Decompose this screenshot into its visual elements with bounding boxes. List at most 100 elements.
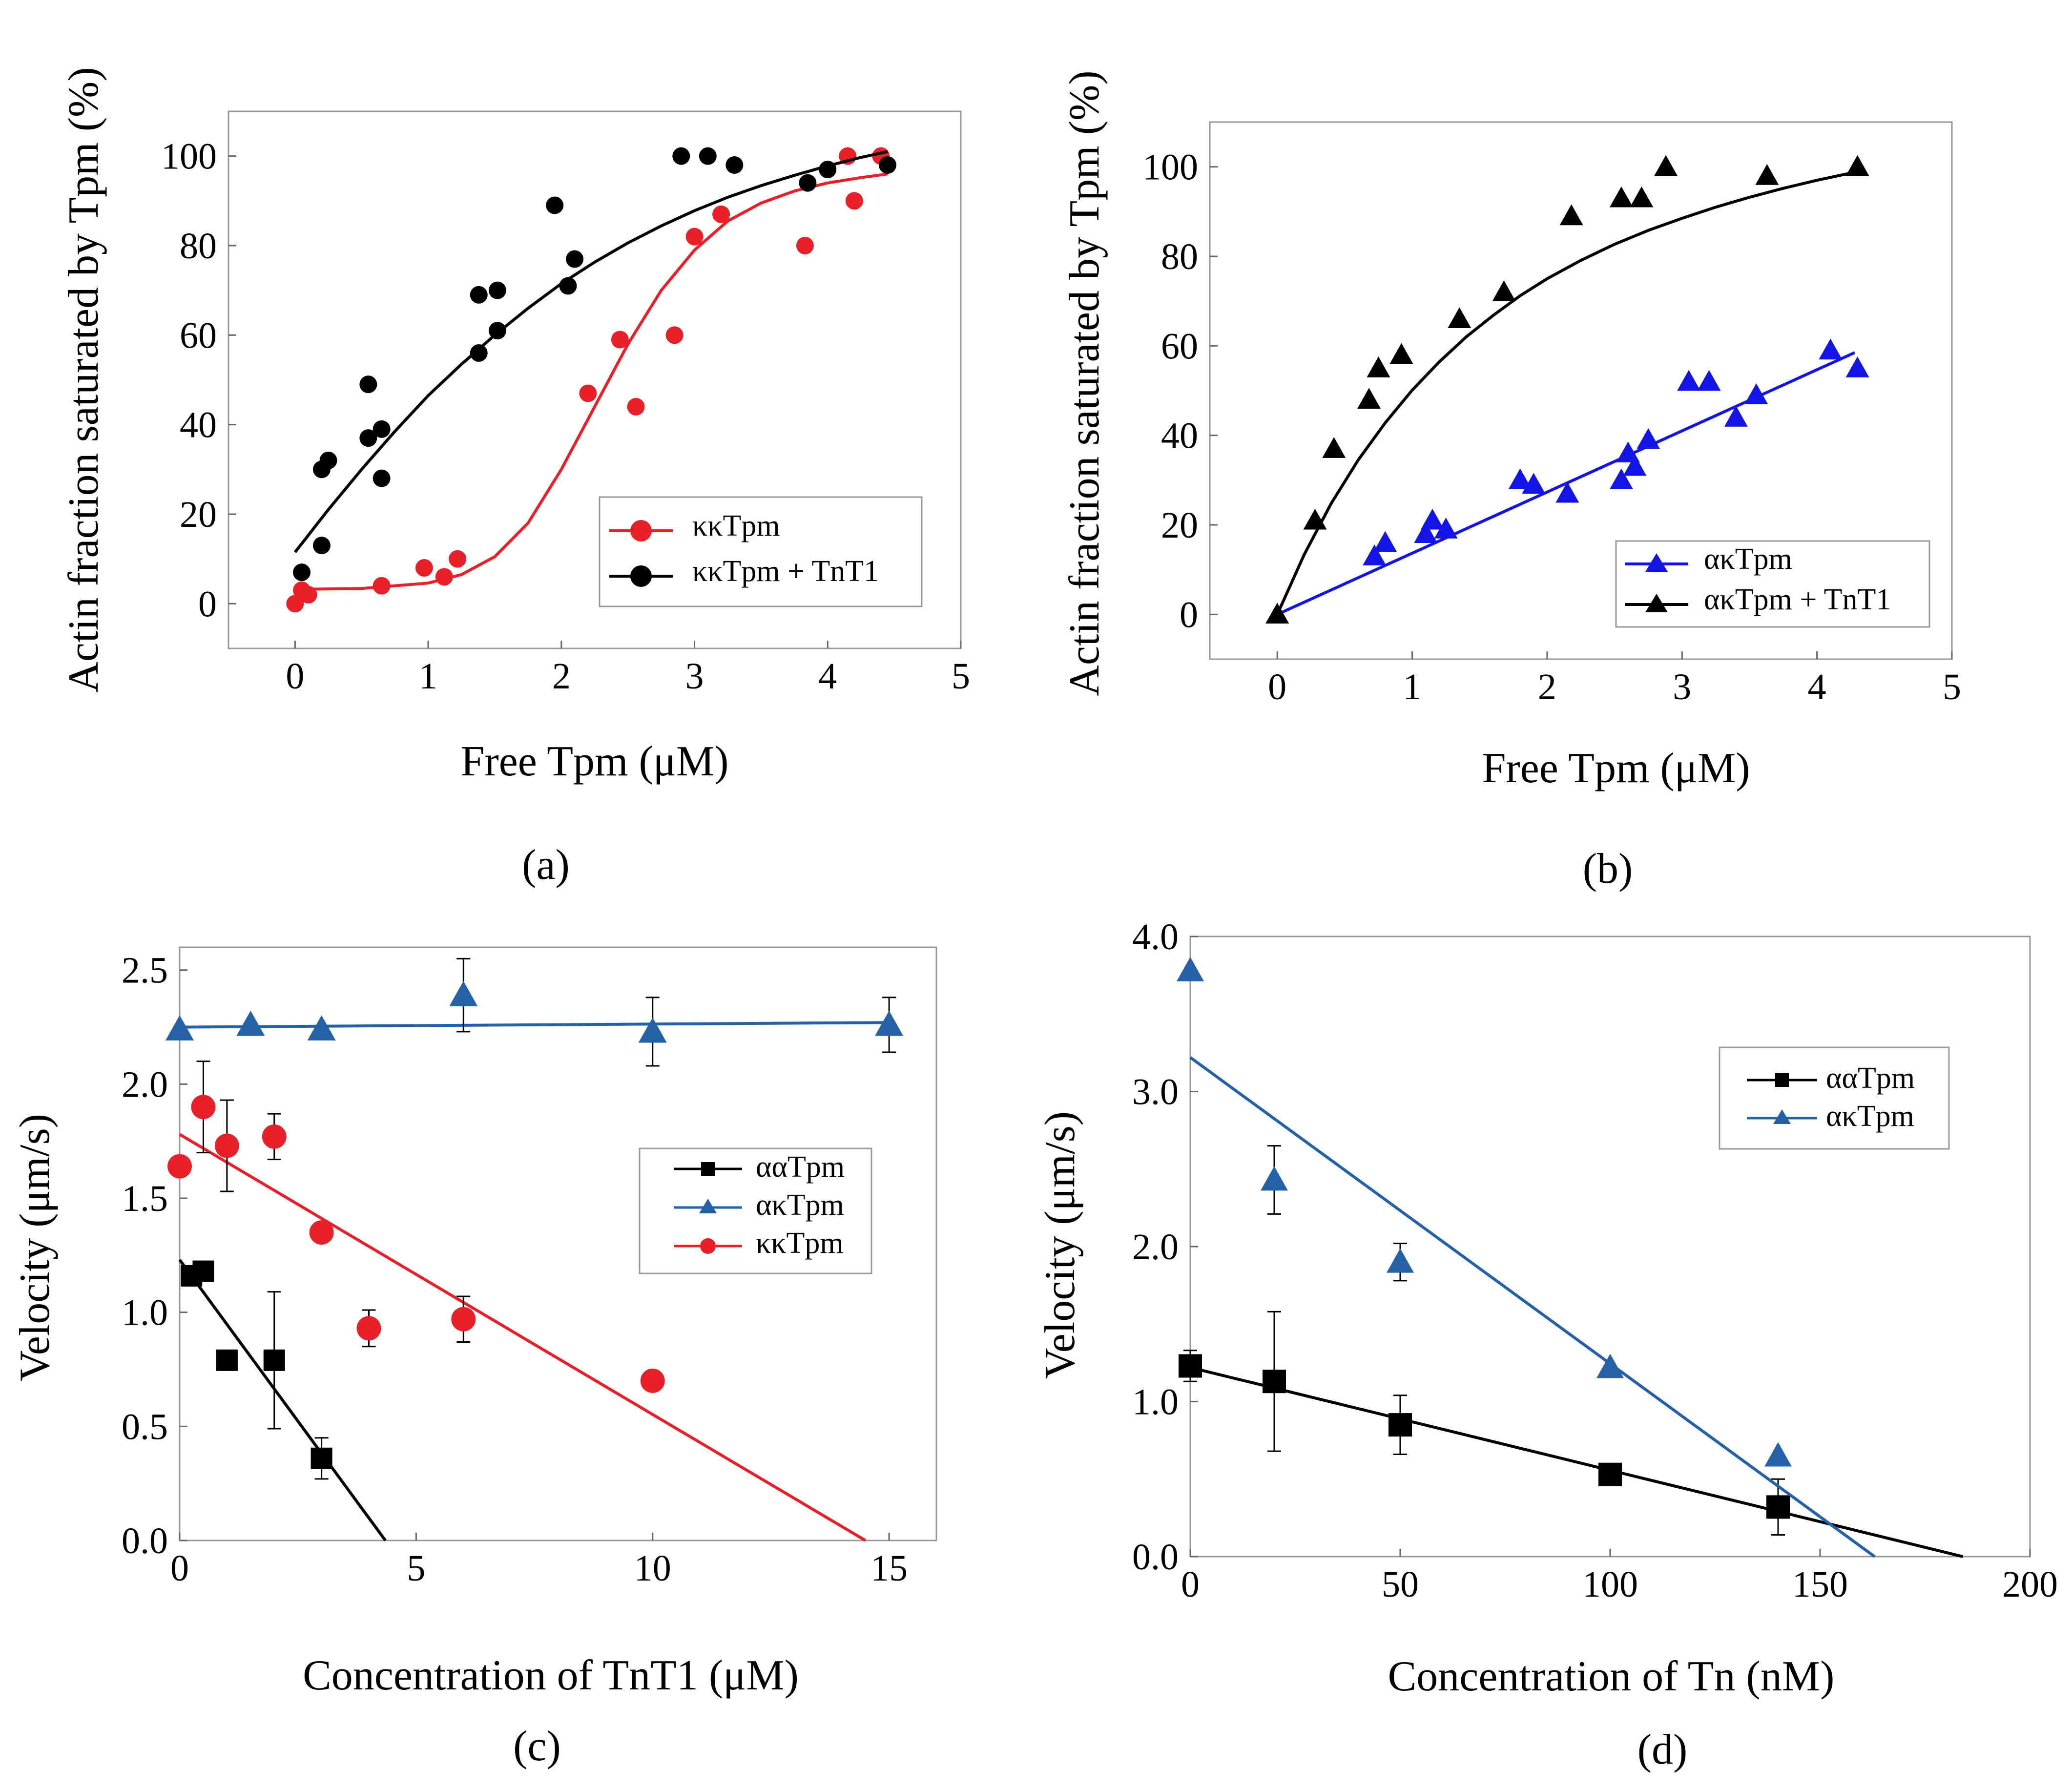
x-axis-title: Concentration of Tn (nM) <box>1388 1653 1835 1700</box>
y-tick-label: 100 <box>161 136 217 177</box>
data-point <box>712 205 730 223</box>
data-point <box>1363 544 1387 565</box>
data-point <box>1724 406 1748 427</box>
data-point <box>449 550 467 568</box>
x-tick-label: 3 <box>685 656 704 697</box>
data-point <box>875 1010 904 1036</box>
data-point <box>819 161 837 179</box>
legend: κκTpm κκTpm + TnT1 <box>599 496 923 607</box>
legend: ακTpm ακTpm + TnT1 <box>1615 540 1930 628</box>
legend-marker-series-2 <box>699 1199 717 1213</box>
legend-label-series-2: ακTpm + TnT1 <box>1704 583 1891 616</box>
data-point <box>1744 383 1768 404</box>
data-point <box>311 1447 332 1469</box>
y-tick-label: 0.5 <box>122 1406 168 1447</box>
data-point <box>319 452 337 469</box>
data-point <box>799 174 817 192</box>
data-point <box>1755 164 1779 185</box>
y-tick-label: 40 <box>180 405 217 446</box>
data-point <box>1630 186 1654 208</box>
data-point <box>1764 1442 1792 1467</box>
data-point <box>470 344 488 362</box>
data-point <box>845 192 863 210</box>
legend-label-series-1: ααTpm <box>1826 1062 1915 1095</box>
data-point <box>1261 1166 1288 1191</box>
y-tick-label: 20 <box>180 494 217 535</box>
legend-marker-series-2 <box>1773 1109 1791 1124</box>
data-point <box>699 147 717 165</box>
data-point <box>214 1133 239 1158</box>
y-tick-label: 1.5 <box>122 1178 168 1219</box>
x-tick-label: 10 <box>634 1548 671 1589</box>
legend: ααTpm ακTpm κκTpm <box>639 1147 872 1274</box>
data-point <box>685 228 704 246</box>
legend-label-series-1: ακTpm <box>1704 542 1792 576</box>
data-point <box>1388 1413 1412 1437</box>
y-tick-label: 60 <box>180 315 217 356</box>
panel-b: 0 1 2 3 4 5 0 20 40 60 80 100 Free Tpm (μM) Actin f… <box>1061 70 1961 893</box>
data-point <box>1697 370 1721 391</box>
data-point <box>192 1260 214 1282</box>
data-point <box>796 237 814 254</box>
x-tick-label: 2 <box>1538 666 1556 708</box>
data-point <box>167 1154 192 1179</box>
data-point <box>1263 1370 1286 1394</box>
data-point <box>373 420 391 438</box>
data-point <box>309 1220 334 1245</box>
fit-line <box>178 1259 387 1541</box>
x-tick-label: 150 <box>1792 1564 1848 1605</box>
data-point <box>451 1307 476 1332</box>
y-tick-label: 0.0 <box>1132 1537 1179 1578</box>
data-point <box>1421 508 1444 530</box>
x-tick-label: 0 <box>1268 666 1286 708</box>
data-point <box>1596 1353 1624 1378</box>
x-tick-label: 1 <box>419 656 437 697</box>
data-point <box>356 1316 381 1341</box>
legend-label-series-2: ακTpm <box>1826 1100 1914 1133</box>
data-point <box>611 331 629 349</box>
panel-label: (b) <box>1583 845 1633 893</box>
x-tick-label: 0 <box>1181 1564 1200 1605</box>
x-axis-title: Free Tpm (μM) <box>1482 745 1750 792</box>
fit-line <box>1189 1056 1876 1558</box>
data-point <box>627 398 645 416</box>
data-point <box>236 1010 265 1036</box>
data-point <box>449 981 478 1006</box>
data-point <box>1322 437 1346 458</box>
data-point <box>725 156 744 174</box>
data-point <box>1845 155 1869 176</box>
data-point <box>1434 518 1458 539</box>
data-point <box>1508 468 1532 490</box>
data-point <box>312 537 331 555</box>
data-point <box>1414 522 1438 543</box>
x-tick-label: 15 <box>870 1548 908 1589</box>
legend-marker-series-1 <box>1645 553 1668 572</box>
y-tick-label: 1.0 <box>122 1292 168 1333</box>
data-point <box>1367 356 1390 377</box>
legend-label-series-1: κκTpm <box>692 509 780 542</box>
data-point <box>1654 155 1678 176</box>
data-point <box>1448 307 1471 329</box>
x-tick-label: 3 <box>1673 666 1691 708</box>
x-axis-title: Concentration of TnT1 (μM) <box>303 1652 799 1699</box>
data-point <box>1389 343 1413 364</box>
data-point <box>470 286 488 304</box>
fit-line <box>179 1133 867 1542</box>
data-point <box>435 568 453 586</box>
data-point <box>359 375 377 394</box>
data-point <box>665 326 684 344</box>
data-point <box>1303 508 1327 530</box>
data-point <box>1845 356 1869 377</box>
x-tick-label: 5 <box>407 1548 425 1589</box>
y-tick-label: 0 <box>1180 594 1198 635</box>
y-tick-label: 1.0 <box>1132 1382 1179 1423</box>
data-point <box>1179 1354 1202 1378</box>
y-tick-label: 60 <box>1161 326 1198 367</box>
panel-a: 0 1 2 3 4 5 0 20 40 60 80 100 Free Tpm (μM) Actin f… <box>60 67 970 889</box>
data-point <box>1819 338 1843 360</box>
x-tick-label: 4 <box>818 656 837 697</box>
data-point <box>307 1015 336 1041</box>
y-tick-label: 2.0 <box>1132 1227 1179 1268</box>
x-tick-label: 1 <box>1403 666 1422 708</box>
